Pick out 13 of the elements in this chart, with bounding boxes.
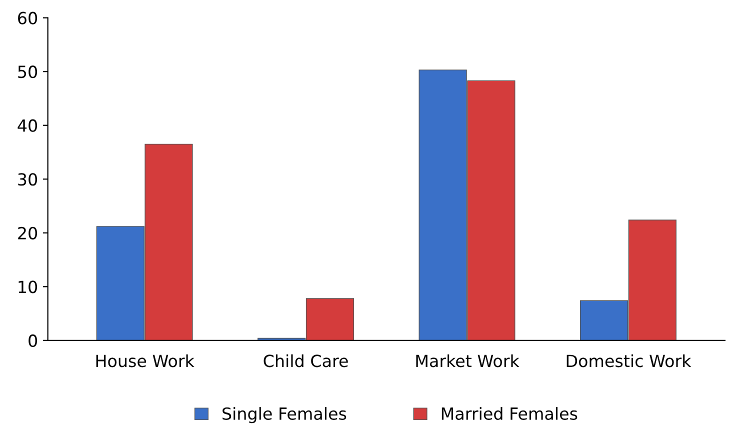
y-tick-label: 50 [18,66,38,78]
x-tick-label: House Work [96,354,194,368]
y-tick-label: 40 [18,119,38,132]
legend-label: Single Females [222,407,346,424]
x-tick-label: Domestic Work [566,354,692,368]
y-tick-label: 60 [18,12,38,24]
y-tick-label: 30 [18,173,38,186]
y-tick-label: 10 [18,280,38,294]
y-tick-label: 0 [28,334,38,347]
x-tick-label: Market Work [416,354,520,368]
x-tick-label: Child Care [264,354,348,368]
y-tick-label: 20 [18,226,38,240]
legend-label: Married Females [442,407,578,420]
